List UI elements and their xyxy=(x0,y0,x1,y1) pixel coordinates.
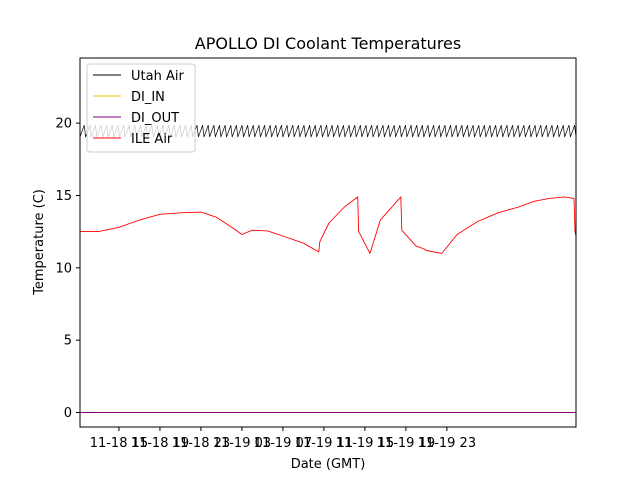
x-tick-label: 11-18 19 xyxy=(131,436,189,451)
series-layer xyxy=(80,124,576,413)
x-tick-label: 11-19 11 xyxy=(295,436,353,451)
y-axis-label: Temperature (C) xyxy=(32,189,47,296)
y-tick-label: 20 xyxy=(55,117,72,132)
series-line-ile-air xyxy=(80,196,576,254)
x-axis-label: Date (GMT) xyxy=(291,457,366,472)
x-tick-label: 11-19 23 xyxy=(418,436,476,451)
x-tick-label: 11-18 15 xyxy=(90,436,148,451)
y-tick-label: 5 xyxy=(64,334,72,349)
y-axis-ticks: 0 5 10 15 20 xyxy=(55,117,80,421)
x-tick-label: 11-19 07 xyxy=(254,436,312,451)
x-tick-label: 11-19 03 xyxy=(213,436,271,451)
plot-area xyxy=(79,57,577,428)
y-tick-label: 0 xyxy=(64,406,72,421)
x-tick-label: 11-18 23 xyxy=(172,436,230,451)
legend-label: DI_IN xyxy=(131,90,165,105)
plot-frame xyxy=(79,57,577,428)
x-tick-label: 11-19 15 xyxy=(336,436,394,451)
legend-label: Utah Air xyxy=(131,69,184,84)
legend: Utah Air DI_IN DI_OUT ILE Air xyxy=(86,63,196,153)
y-tick-label: 15 xyxy=(55,189,72,204)
legend-box xyxy=(86,63,196,153)
legend-label: ILE Air xyxy=(131,132,173,147)
chart-title: APOLLO DI Coolant Temperatures xyxy=(195,34,461,53)
y-tick-label: 10 xyxy=(55,261,72,276)
legend-label: DI_OUT xyxy=(131,111,179,126)
x-tick-label: 11-19 19 xyxy=(377,436,435,451)
